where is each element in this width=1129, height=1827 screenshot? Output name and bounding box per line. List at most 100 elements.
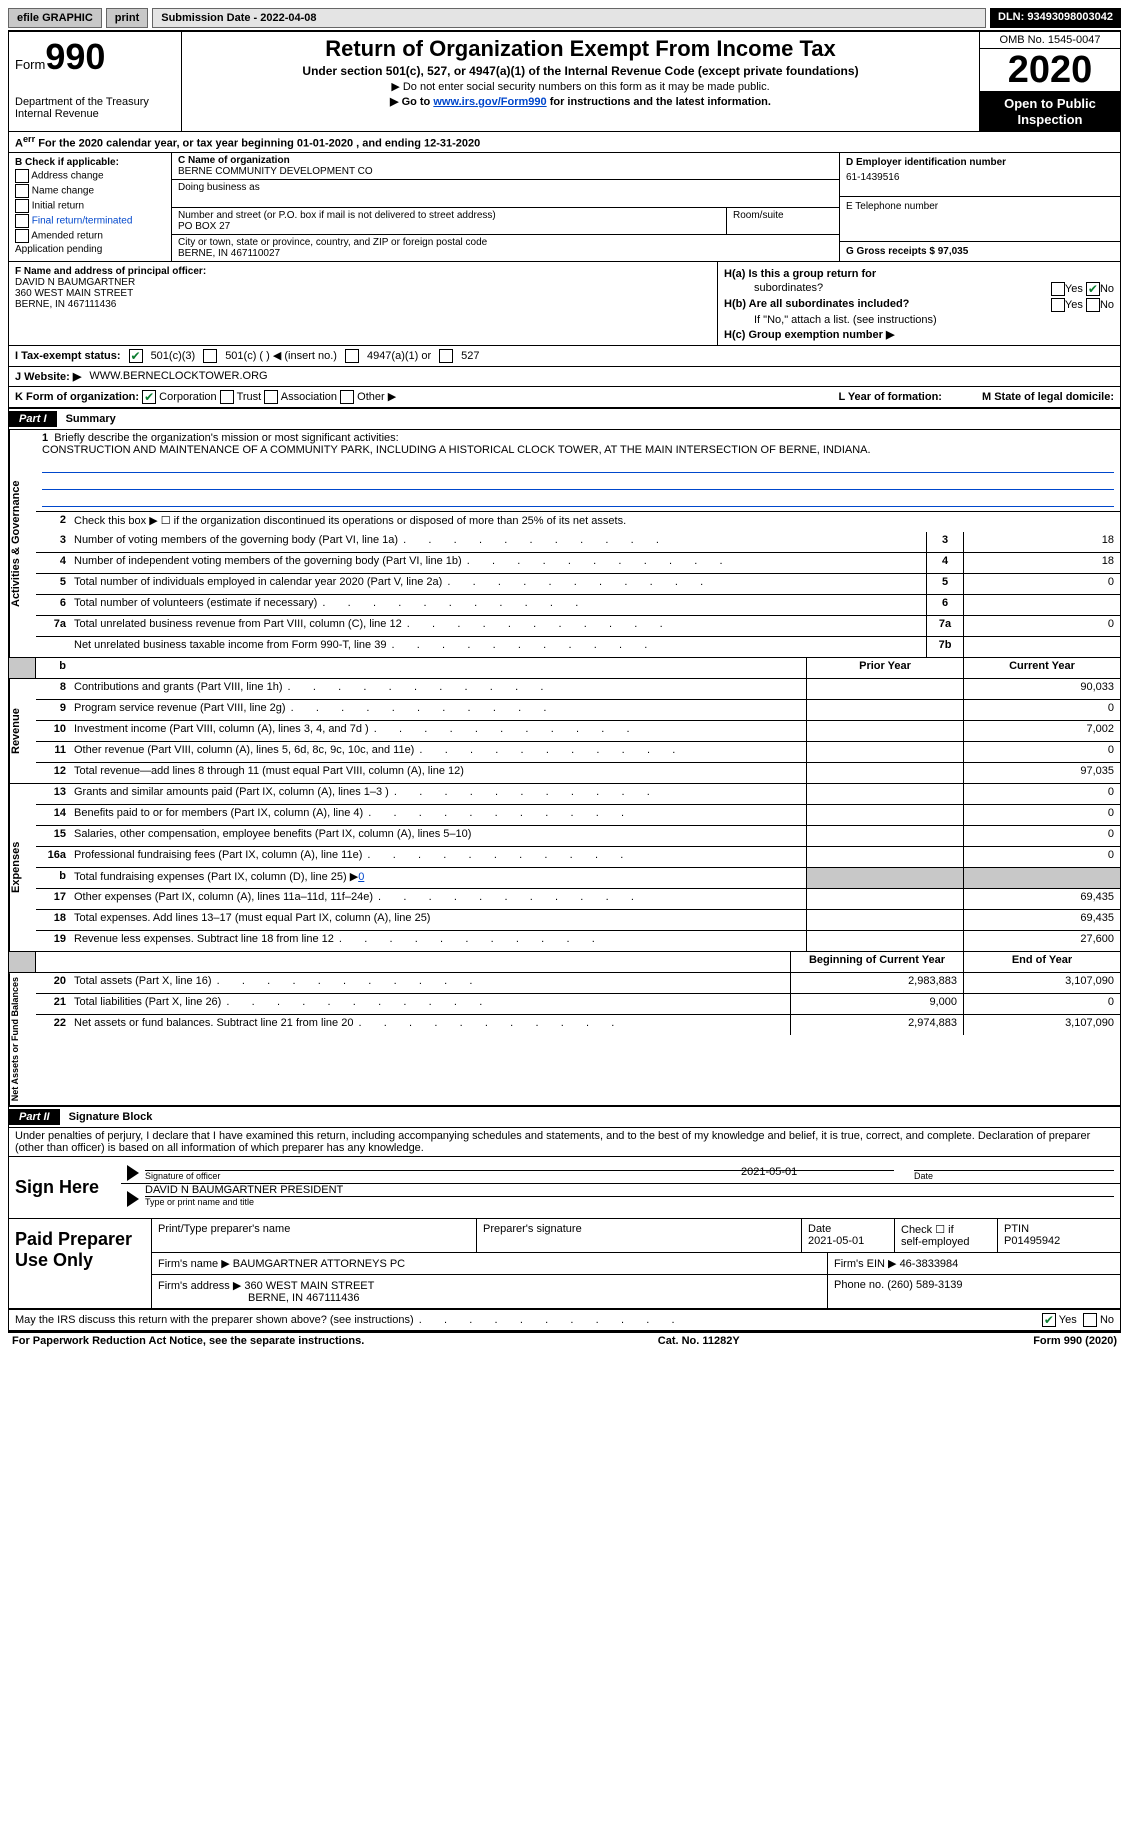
hb-note: If "No," attach a list. (see instruction… (724, 314, 1114, 326)
form-title: Return of Organization Exempt From Incom… (188, 36, 973, 62)
section-f-h: F Name and address of principal officer:… (9, 262, 1120, 346)
irs-label: Internal Revenue (15, 108, 175, 120)
check-527[interactable] (439, 349, 453, 363)
tax-year: 2020 (980, 49, 1120, 92)
summary-expenses: Expenses 13Grants and similar amounts pa… (9, 783, 1120, 951)
top-toolbar: efile GRAPHIC print Submission Date - 20… (8, 8, 1121, 28)
form-header: Form990 Department of the Treasury Inter… (9, 32, 1120, 132)
vtab-revenue: Revenue (9, 679, 36, 783)
penalties-declaration: Under penalties of perjury, I declare th… (9, 1128, 1120, 1157)
box-b-check-applicable: B Check if applicable: Address change Na… (9, 153, 172, 261)
check-initial-return[interactable] (15, 199, 29, 213)
val-11: 0 (963, 742, 1120, 762)
vtab-expenses: Expenses (9, 784, 36, 951)
gross-receipts: G Gross receipts $ 97,035 (846, 246, 1114, 257)
discuss-no[interactable] (1083, 1313, 1097, 1327)
val-e21: 0 (963, 994, 1120, 1014)
efile-graphic-button[interactable]: efile GRAPHIC (8, 8, 102, 28)
discuss-yes[interactable] (1042, 1313, 1056, 1327)
row-a-tax-year: Aerr For the 2020 calendar year, or tax … (9, 132, 1120, 153)
officer-name: DAVID N BAUMGARTNER (15, 277, 711, 288)
officer-addr2: BERNE, IN 467111436 (15, 299, 711, 310)
row-j-website: J Website: ▶ WWW.BERNECLOCKTOWER.ORG (9, 367, 1120, 387)
arrow-icon (127, 1165, 139, 1181)
val-14: 0 (963, 805, 1120, 825)
check-other[interactable] (340, 390, 354, 404)
vtab-net-assets: Net Assets or Fund Balances (9, 973, 36, 1105)
part-ii-header: Part II Signature Block (9, 1107, 1120, 1128)
firm-name: BAUMGARTNER ATTORNEYS PC (233, 1258, 405, 1270)
year-formation: L Year of formation: (838, 391, 942, 403)
website-value: WWW.BERNECLOCKTOWER.ORG (89, 370, 267, 382)
form-990-label: Form990 (15, 36, 175, 78)
check-amended[interactable] (15, 229, 29, 243)
val-6 (963, 595, 1120, 615)
print-button[interactable]: print (106, 8, 148, 28)
val-10: 7,002 (963, 721, 1120, 741)
firm-phone: (260) 589-3139 (887, 1279, 962, 1291)
val-e22: 3,107,090 (963, 1015, 1120, 1035)
ssn-notice: ▶ Do not enter social security numbers o… (188, 80, 973, 93)
row-k-form-org: K Form of organization: Corporation Trus… (9, 387, 1120, 409)
check-address-change[interactable] (15, 169, 29, 183)
org-name: BERNE COMMUNITY DEVELOPMENT CO (178, 166, 833, 177)
val-17: 69,435 (963, 889, 1120, 909)
arrow-icon (127, 1191, 139, 1207)
check-final-return[interactable] (15, 214, 29, 228)
row-i-tax-exempt: I Tax-exempt status: 501(c)(3) 501(c) ( … (9, 345, 1120, 367)
ein-value: 61-1439516 (846, 172, 1114, 183)
check-trust[interactable] (220, 390, 234, 404)
officer-addr1: 360 WEST MAIN STREET (15, 288, 711, 299)
street-address: PO BOX 27 (178, 221, 720, 232)
ha-no[interactable] (1086, 282, 1100, 296)
val-8: 90,033 (963, 679, 1120, 699)
val-4: 18 (963, 553, 1120, 573)
val-b21: 9,000 (790, 994, 963, 1014)
val-19: 27,600 (963, 931, 1120, 951)
open-to-public: Open to PublicInspection (980, 92, 1120, 131)
summary-governance: Activities & Governance 1 Briefly descri… (9, 430, 1120, 657)
paid-preparer-block: Paid Preparer Use Only Print/Type prepar… (9, 1219, 1120, 1310)
val-e20: 3,107,090 (963, 973, 1120, 993)
ha-yes[interactable] (1051, 282, 1065, 296)
check-corporation[interactable] (142, 390, 156, 404)
hb-no[interactable] (1086, 298, 1100, 312)
form-container: Form990 Department of the Treasury Inter… (8, 30, 1121, 1333)
val-12: 97,035 (963, 763, 1120, 783)
firm-addr2: BERNE, IN 467111436 (158, 1292, 360, 1304)
hb-yes[interactable] (1051, 298, 1065, 312)
val-18: 69,435 (963, 910, 1120, 930)
page-footer: For Paperwork Reduction Act Notice, see … (8, 1333, 1121, 1349)
section-b-through-g: B Check if applicable: Address change Na… (9, 153, 1120, 262)
firm-addr1: 360 WEST MAIN STREET (244, 1280, 374, 1292)
form-subtitle: Under section 501(c), 527, or 4947(a)(1)… (188, 64, 973, 78)
val-5: 0 (963, 574, 1120, 594)
val-9: 0 (963, 700, 1120, 720)
goto-link-line: ▶ Go to www.irs.gov/Form990 for instruct… (188, 95, 973, 108)
val-16a: 0 (963, 847, 1120, 867)
telephone-label: E Telephone number (846, 201, 1114, 212)
val-b20: 2,983,883 (790, 973, 963, 993)
dln-label: DLN: 93493098003042 (990, 8, 1121, 28)
mission-text: CONSTRUCTION AND MAINTENANCE OF A COMMUN… (42, 444, 1114, 456)
val-13: 0 (963, 784, 1120, 804)
val-7b (963, 637, 1120, 657)
check-name-change[interactable] (15, 184, 29, 198)
state-domicile: M State of legal domicile: (982, 391, 1114, 403)
city-state-zip: BERNE, IN 467110027 (178, 248, 833, 259)
check-4947[interactable] (345, 349, 359, 363)
part-i-header: Part I Summary (9, 409, 1120, 430)
irs-link[interactable]: www.irs.gov/Form990 (433, 96, 546, 108)
check-501c[interactable] (203, 349, 217, 363)
check-501c3[interactable] (129, 349, 143, 363)
omb-number: OMB No. 1545-0047 (980, 32, 1120, 49)
summary-net-assets: Net Assets or Fund Balances 20Total asse… (9, 973, 1120, 1107)
val-15: 0 (963, 826, 1120, 846)
dept-treasury: Department of the Treasury (15, 96, 175, 108)
ptin-value: P01495942 (1004, 1235, 1114, 1247)
val-3: 18 (963, 532, 1120, 552)
check-association[interactable] (264, 390, 278, 404)
officer-print-name: DAVID N BAUMGARTNER PRESIDENT (145, 1184, 1114, 1196)
room-suite: Room/suite (727, 208, 839, 234)
vtab-governance: Activities & Governance (9, 430, 36, 657)
